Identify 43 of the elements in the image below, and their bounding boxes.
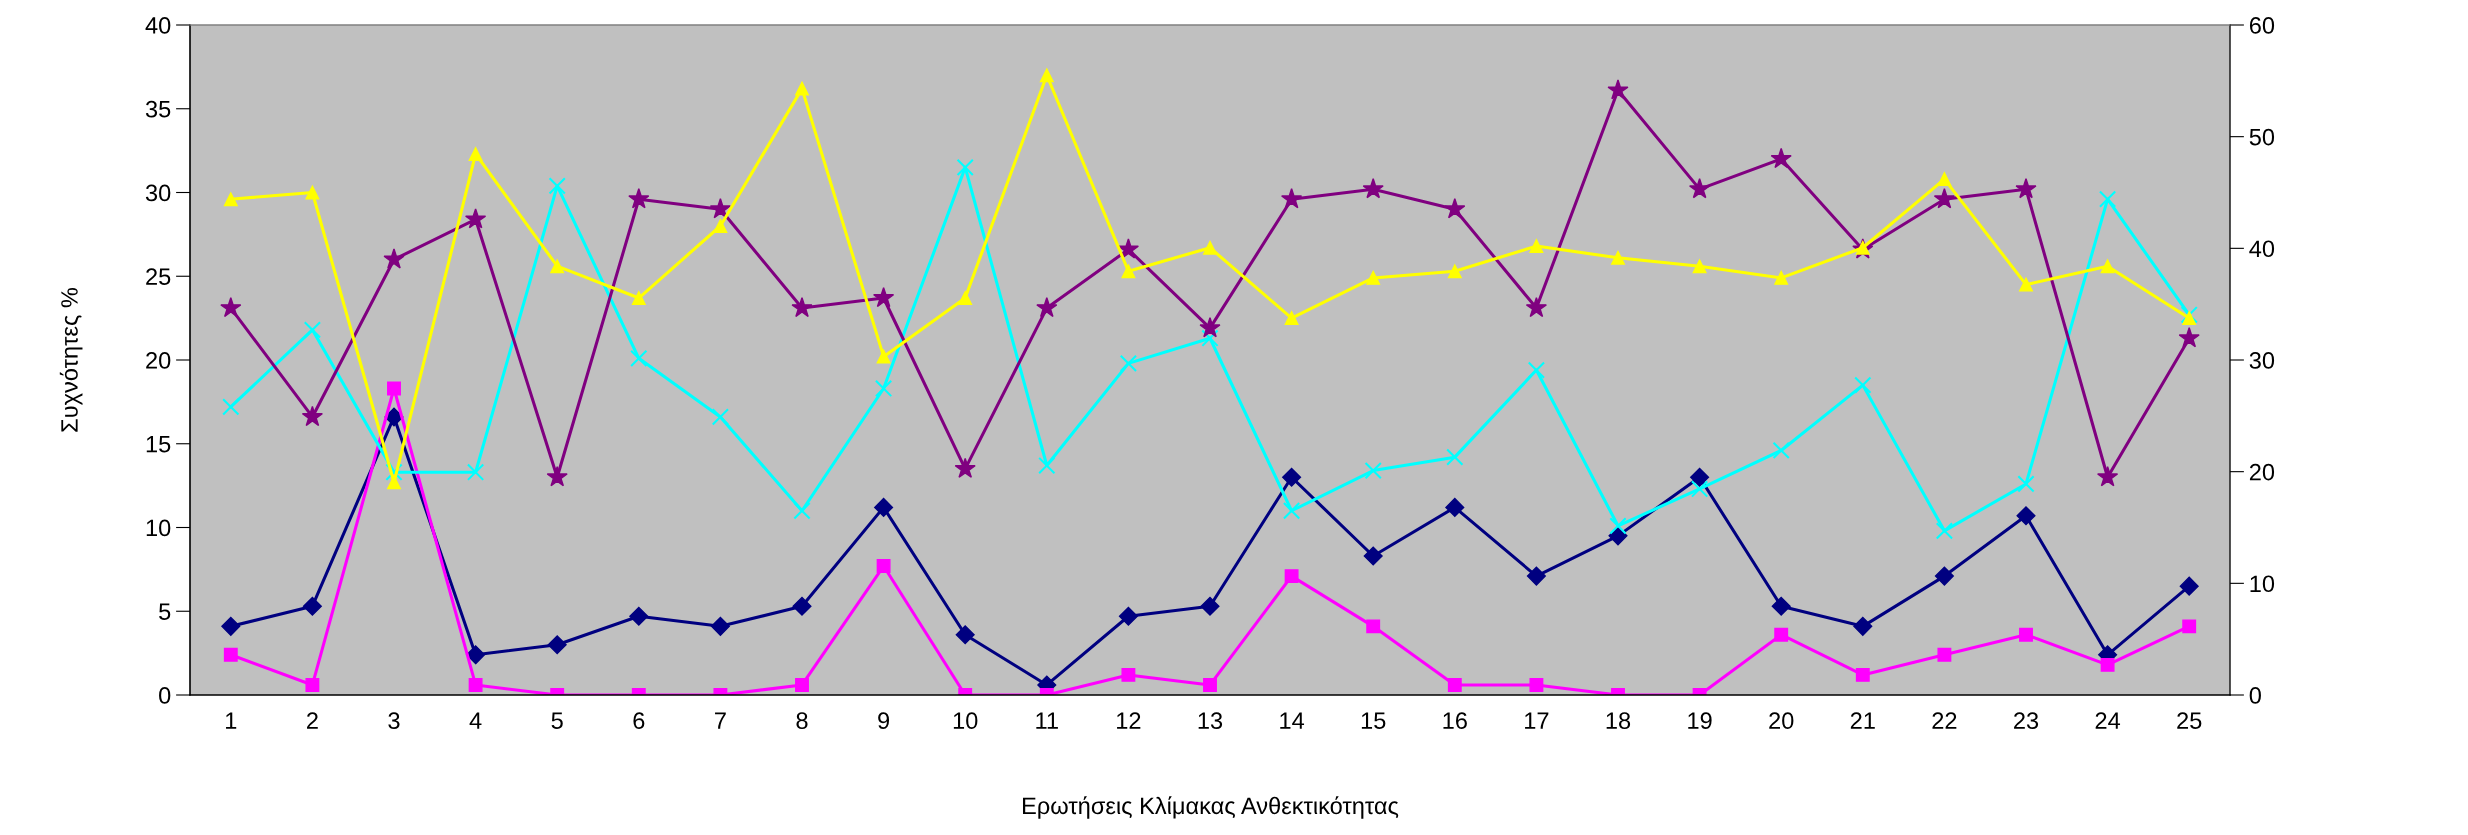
x-tick-label: 8	[796, 712, 808, 730]
x-tick-label: 20	[1769, 712, 1794, 730]
y-tick-label: 20	[146, 352, 171, 369]
y2-tick-label: 20	[2249, 463, 2275, 481]
x-tick-label: 5	[551, 712, 563, 730]
x-tick-label: 18	[1606, 712, 1631, 730]
x-tick-label: 10	[953, 712, 978, 730]
x-tick-label: 13	[1198, 712, 1223, 730]
x-tick-label: 23	[2014, 712, 2039, 730]
y2-tick-label: 60	[2249, 17, 2275, 34]
x-tick-label: 4	[469, 712, 482, 729]
y-tick-label: 0	[159, 687, 171, 704]
x-tick-label: 25	[2177, 712, 2202, 730]
x-tick-label: 2	[307, 712, 318, 729]
y-axis-title: Συχνότητες %	[59, 287, 83, 432]
x-tick-label: 22	[1932, 712, 1957, 729]
x-tick-label: 21	[1850, 712, 1875, 729]
y-tick-label: 10	[146, 519, 171, 537]
y2-tick-label: 50	[2249, 128, 2275, 146]
x-tick-label: 3	[388, 712, 400, 730]
y-tick-label: 25	[146, 268, 171, 286]
y-tick-label: 30	[145, 184, 171, 202]
x-tick-label: 16	[1443, 712, 1467, 730]
x-tick-label: 6	[633, 712, 645, 730]
x-tick-label: 24	[2095, 712, 2121, 729]
x-tick-label: 17	[1525, 712, 1549, 729]
x-tick-label: 12	[1117, 712, 1141, 729]
y-tick-label: 15	[146, 436, 171, 453]
x-tick-label: 7	[715, 712, 726, 729]
y2-tick-label: 10	[2250, 575, 2275, 593]
y2-tick-label: 0	[2249, 687, 2261, 704]
x-tick-label: 19	[1688, 712, 1712, 730]
y-tick-label: 40	[145, 17, 171, 34]
y-tick-label: 35	[145, 100, 171, 118]
x-axis-title: Ερωτήσεις Κλίμακας Ανθεκτικότητας	[1023, 796, 1399, 819]
x-tick-label: 15	[1361, 712, 1386, 730]
x-tick-label: 9	[878, 712, 890, 730]
y-tick-label: 5	[159, 603, 171, 621]
x-tick-label: 11	[1036, 712, 1058, 729]
x-tick-label: 1	[226, 712, 237, 729]
y2-tick-label: 30	[2249, 352, 2275, 369]
y2-tick-label: 40	[2249, 240, 2275, 258]
x-tick-label: 14	[1280, 712, 1305, 729]
